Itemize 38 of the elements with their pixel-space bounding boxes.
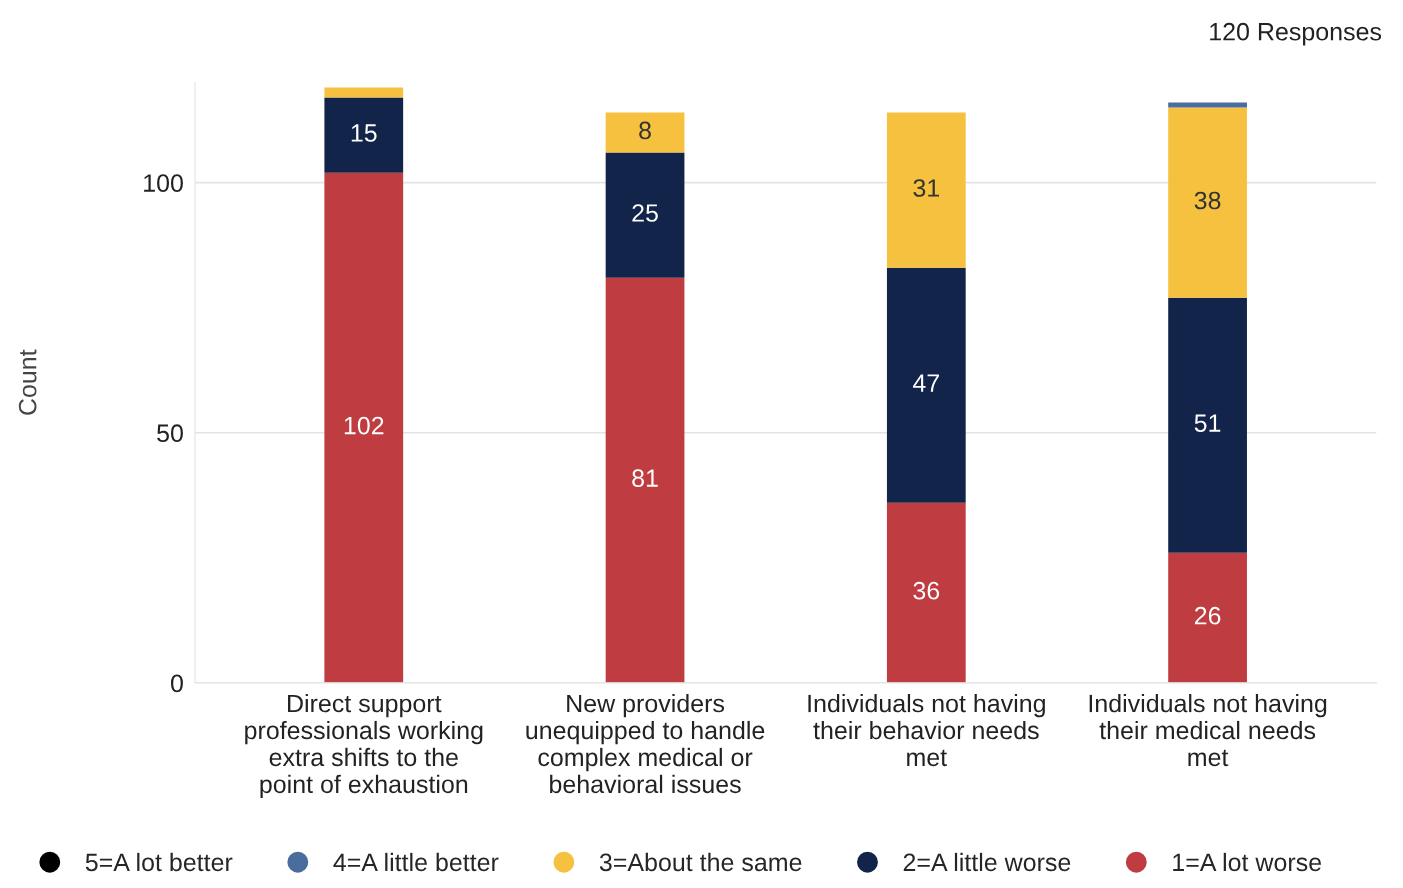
data-label: 51 — [1194, 414, 1221, 432]
bar — [886, 112, 966, 268]
x-tick-label: New providers unequipped to handle complex medical or behavioral issues — [526, 693, 765, 794]
data-label: 47 — [912, 374, 939, 392]
bar — [1168, 107, 1247, 298]
x-tick-label: Individuals not having their medical needs met — [1089, 693, 1327, 767]
data-label: 31 — [913, 179, 939, 197]
x-tick-label: Individuals not having their behavior needs met — [808, 693, 1045, 767]
data-label: 26 — [1194, 606, 1221, 625]
y-tick-label: 50 — [157, 424, 183, 443]
bar — [605, 152, 685, 278]
bar — [324, 87, 404, 98]
bar — [886, 502, 966, 683]
bar — [605, 112, 685, 153]
legend-label: 5=A lot better — [85, 852, 233, 872]
bar — [324, 97, 404, 173]
bar — [1168, 102, 1247, 108]
data-label: 15 — [351, 124, 377, 142]
data-label: 38 — [1194, 191, 1221, 210]
bar — [1168, 552, 1247, 683]
bar — [605, 277, 685, 683]
bar — [1168, 297, 1247, 553]
y-tick-label: 100 — [144, 174, 183, 192]
data-label: 36 — [913, 581, 940, 600]
legend-label: 3=About the same — [599, 852, 802, 872]
legend-label: 2=A little worse — [903, 852, 1071, 872]
y-tick-label: 0 — [170, 674, 183, 693]
bar — [324, 172, 404, 683]
data-label: 81 — [632, 469, 658, 487]
bar — [886, 267, 966, 503]
legend-label: 4=A little better — [333, 852, 499, 872]
text: 120 Responses — [1210, 22, 1382, 46]
data-label: 102 — [344, 416, 384, 435]
legend-label: 1=A lot worse — [1173, 852, 1321, 872]
data-label: 25 — [632, 204, 658, 222]
x-tick-label: Direct support professionals working extra shifts to the point of exhaustion — [245, 693, 483, 799]
data-label: 8 — [639, 121, 651, 140]
y-axis-title: Count — [18, 349, 37, 415]
